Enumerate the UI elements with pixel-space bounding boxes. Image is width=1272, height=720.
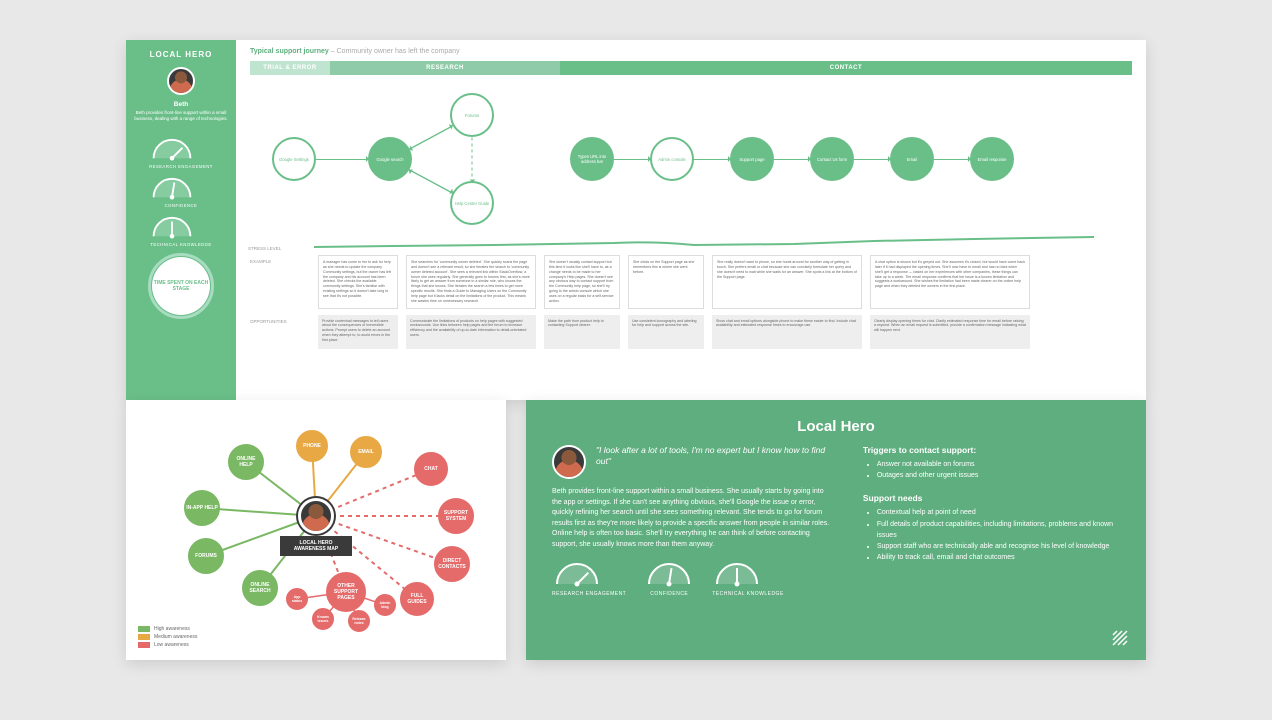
awareness-bubble: IN-APP HELP	[184, 490, 220, 526]
awareness-bubble: Admin blog	[374, 594, 396, 616]
awareness-bubble: Release notes	[348, 610, 370, 632]
triggers-heading: Triggers to contact support:	[863, 445, 1120, 455]
need-item: Support staff who are technically able a…	[877, 541, 1120, 552]
example-cell: A chat option is shown but it's greyed o…	[870, 255, 1030, 309]
journey-node-help_center: Help Center Guide	[450, 181, 494, 225]
journey-title: Typical support journey – Community owne…	[250, 48, 1132, 55]
opps-row-label: OPPORTUNITIES	[250, 315, 310, 349]
journey-edge	[409, 125, 453, 149]
time-spent-stopwatch: TIME SPENT ON EACH STAGE	[152, 257, 210, 315]
legend-item: Low awareness	[138, 642, 197, 648]
gauge	[149, 136, 195, 162]
journey-sidebar: LOCAL HERO Beth Beth provides front-line…	[126, 40, 236, 400]
triggers-list: Answer not available on forumsOutages an…	[863, 459, 1120, 481]
awareness-avatar	[298, 498, 334, 534]
persona-card-gauge: RESEARCH ENGAGEMENT	[552, 560, 626, 597]
trigger-item: Answer not available on forums	[877, 459, 1120, 470]
journey-main: Typical support journey – Community owne…	[236, 40, 1146, 400]
journey-node-research_hub: Google search	[368, 137, 412, 181]
journey-node-email: Email	[890, 137, 934, 181]
awareness-center-label: LOCAL HERO AWARENESS MAP	[280, 536, 352, 556]
awareness-bubble: FULL GUIDES	[400, 582, 434, 616]
journey-node-email_resp: Email response	[970, 137, 1014, 181]
journey-edge	[854, 159, 890, 160]
journey-edge	[774, 159, 810, 160]
opportunity-cell: Make the path from product help to conta…	[544, 315, 620, 349]
persona-quote: "I look after a lot of tools, I'm no exp…	[596, 445, 835, 468]
needs-heading: Support needs	[863, 493, 1120, 503]
journey-node-types_url: Types URL into address bar	[570, 137, 614, 181]
stress-line	[314, 235, 1114, 251]
journey-node-contact_form: Contact Us form	[810, 137, 854, 181]
persona-card-gauge: TECHNICAL KNOWLEDGE	[712, 560, 784, 597]
persona-blurb: Beth provides front-line support within …	[134, 110, 228, 122]
journey-node-forums: Forums	[450, 93, 494, 137]
persona-card-title: Local Hero	[552, 418, 1120, 435]
awareness-bubble: OTHER SUPPORT PAGES	[326, 572, 366, 612]
journey-edge	[409, 169, 453, 193]
awareness-bubble: ONLINE HELP	[228, 444, 264, 480]
journey-edge	[614, 159, 650, 160]
persona-name: Beth	[174, 101, 188, 108]
awareness-bubble: FORUMS	[188, 538, 224, 574]
journey-edge	[934, 159, 970, 160]
persona-detail-card: Local Hero "I look after a lot of tools,…	[526, 400, 1146, 660]
opportunity-cell: Use consistent iconography and labeling …	[628, 315, 704, 349]
persona-paragraph: Beth provides front-line support within …	[552, 487, 835, 550]
example-cell: She doesn't usually contact support but …	[544, 255, 620, 309]
awareness-map-panel: LOCAL HERO AWARENESS MAP ONLINE HELPIN-A…	[126, 400, 506, 660]
brand-logo-icon	[1110, 628, 1130, 648]
awareness-bubble: DIRECT CONTACTS	[434, 546, 470, 582]
phase-bar: TRIAL & ERROR RESEARCH CONTACT	[250, 61, 1132, 75]
example-cell: She really doesn't want to phone, so she…	[712, 255, 862, 309]
persona-card-gauge: CONFIDENCE	[644, 560, 694, 597]
example-row-label: EXAMPLE	[250, 255, 310, 309]
opportunity-cell: Provide contextual messages to tell user…	[318, 315, 398, 349]
trigger-item: Outages and other urgent issues	[877, 470, 1120, 481]
persona-title: LOCAL HERO	[150, 50, 213, 59]
example-cell: A manager has come to her to ask for hel…	[318, 255, 398, 309]
journey-node-support_page: Support page	[730, 137, 774, 181]
gauge	[149, 175, 195, 201]
opportunity-cell: Communicate the limitations of products …	[406, 315, 536, 349]
phase-research: RESEARCH	[330, 61, 560, 75]
persona-card-avatar	[552, 445, 586, 479]
need-item: Ability to track call, email and chat ou…	[877, 552, 1120, 563]
stress-label: STRESS LEVEL	[248, 246, 281, 251]
opportunity-cell: Clearly display opening times for chat. …	[870, 315, 1030, 349]
need-item: Contextual help at point of need	[877, 507, 1120, 518]
awareness-bubble: App status	[286, 588, 308, 610]
awareness-bubble: PHONE	[296, 430, 328, 462]
need-item: Full details of product capabilities, in…	[877, 519, 1120, 541]
journey-edge	[694, 159, 730, 160]
awareness-bubble: ONLINE SEARCH	[242, 570, 278, 606]
journey-node-admin: Admin console	[650, 137, 694, 181]
needs-list: Contextual help at point of needFull det…	[863, 507, 1120, 563]
legend-item: High awareness	[138, 626, 197, 632]
example-cell: She searches for 'community owner delete…	[406, 255, 536, 309]
example-cell: She clicks on the Support page as she re…	[628, 255, 704, 309]
awareness-bubble: Known issues	[312, 608, 334, 630]
opportunity-cell: Show chat and email options alongside ph…	[712, 315, 862, 349]
legend-item: Medium awareness	[138, 634, 197, 640]
awareness-legend: High awareness Medium awareness Low awaren…	[138, 624, 197, 650]
journey-swimlane: Google Settings Google search Forums Help C…	[250, 83, 1132, 233]
phase-contact: CONTACT	[560, 61, 1132, 75]
gauge	[149, 214, 195, 240]
journey-edge	[316, 159, 368, 160]
persona-avatar	[167, 67, 195, 95]
awareness-bubble: SUPPORT SYSTEM	[438, 498, 474, 534]
awareness-bubble: EMAIL	[350, 436, 382, 468]
awareness-bubble: CHAT	[414, 452, 448, 486]
journey-node-trial: Google Settings	[272, 137, 316, 181]
phase-trial: TRIAL & ERROR	[250, 61, 330, 75]
journey-map-panel: LOCAL HERO Beth Beth provides front-line…	[126, 40, 1146, 400]
journey-edge	[472, 138, 473, 182]
